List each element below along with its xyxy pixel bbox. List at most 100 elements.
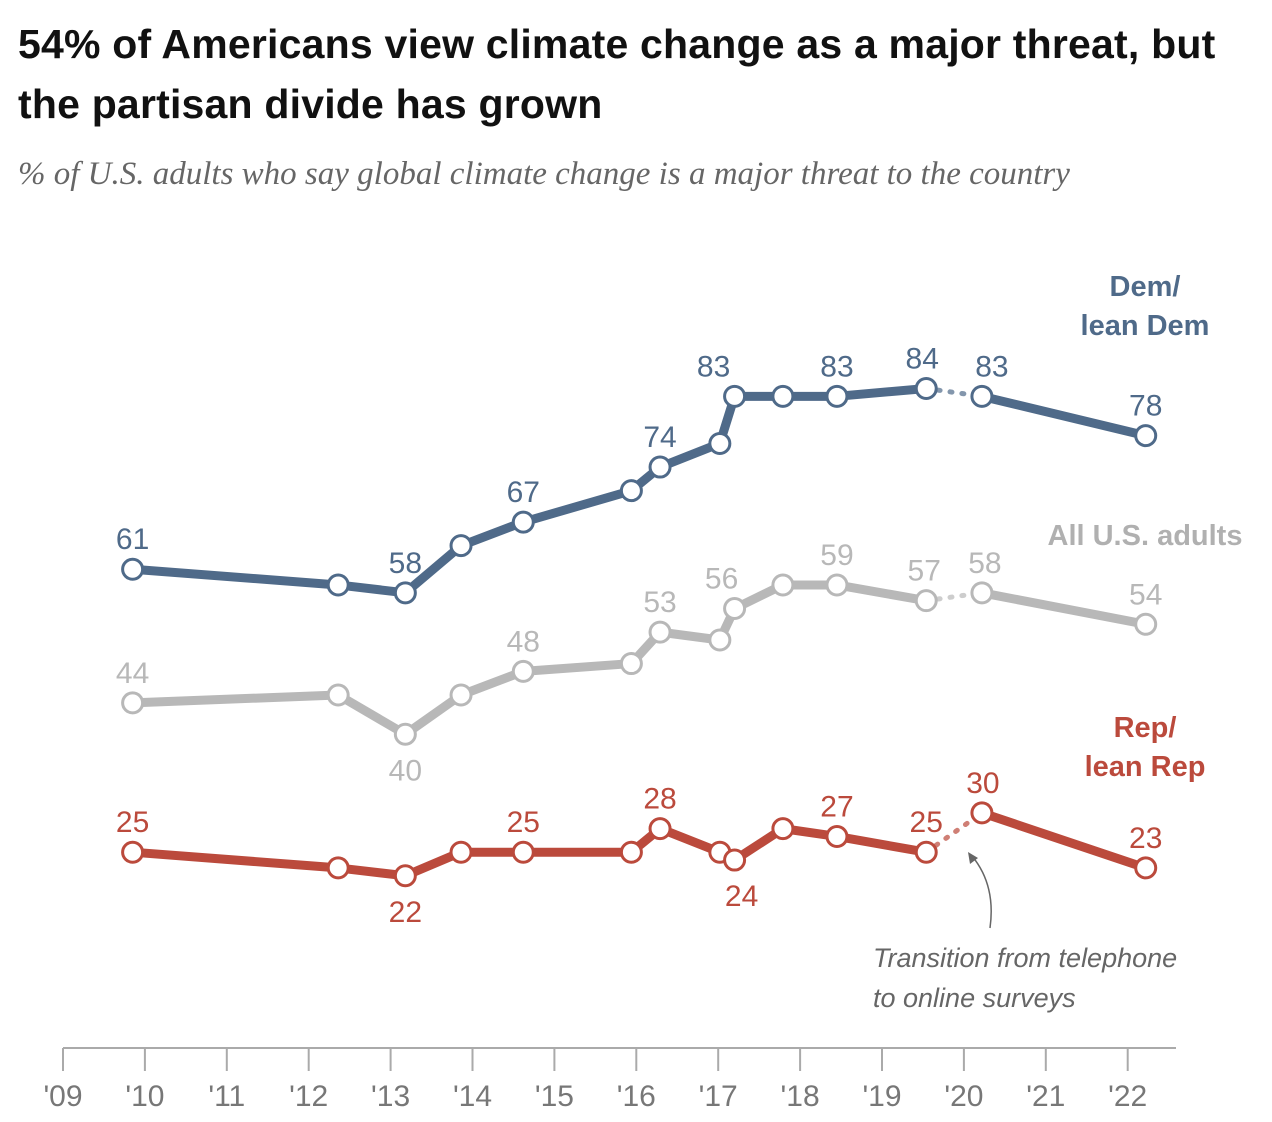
data-point: [449, 534, 473, 558]
data-point: [723, 384, 747, 408]
line-segment: [977, 391, 1151, 441]
line-segment: [832, 831, 931, 857]
data-point: [511, 659, 535, 683]
line-segment: [128, 690, 343, 708]
x-tick-label: '22: [1108, 1080, 1147, 1113]
data-point: [825, 824, 849, 848]
x-tick-label: '18: [781, 1080, 820, 1113]
x-tick-label: '11: [208, 1080, 245, 1113]
data-label: 59: [820, 539, 853, 572]
data-point: [511, 840, 535, 864]
x-tick-label: '12: [289, 1080, 328, 1113]
series-rep-lean-rep: 25 22 25 28 24 27 25 30 23: [116, 767, 1162, 929]
x-tick-label: '19: [862, 1080, 901, 1113]
chart-title: 54% of Americans view climate change as …: [18, 21, 1216, 127]
data-point: [914, 376, 938, 400]
data-point: [970, 384, 994, 408]
data-label: 24: [725, 880, 758, 913]
data-point: [970, 801, 994, 825]
data-point: [723, 848, 747, 872]
legend-label: lean Dem: [1081, 310, 1210, 342]
data-point: [648, 817, 672, 841]
line-segment: [977, 808, 1151, 873]
data-label: 57: [908, 555, 941, 588]
data-point: [619, 652, 643, 676]
data-point: [708, 628, 732, 652]
data-point: [511, 510, 535, 534]
annotation-text: Transition from telephone: [873, 943, 1177, 973]
data-label: 22: [389, 896, 422, 929]
x-tick-label: '16: [617, 1080, 656, 1113]
data-point: [393, 722, 417, 746]
data-label: 83: [820, 350, 853, 383]
data-point: [825, 384, 849, 408]
data-label: 23: [1129, 822, 1162, 855]
legend-label: Dem/: [1110, 271, 1181, 303]
annotation-arrow: [971, 855, 992, 929]
x-tick-label: '13: [371, 1080, 410, 1113]
data-label: 54: [1129, 578, 1162, 611]
data-label: 40: [389, 754, 422, 787]
legend-label: lean Rep: [1085, 751, 1206, 783]
line-segment: [128, 564, 343, 590]
data-label: 28: [643, 783, 676, 816]
line-segment: [128, 847, 343, 873]
data-label: 58: [968, 547, 1001, 580]
line-segment: [832, 580, 931, 606]
data-point: [771, 573, 795, 597]
data-label: 83: [697, 350, 730, 383]
data-label: 61: [116, 523, 149, 556]
data-point: [825, 573, 849, 597]
x-tick-label: '17: [699, 1080, 738, 1113]
series-dem-lean-dem: 61 58 67 74 83 83 84 83 78: [116, 342, 1162, 605]
data-label: 48: [507, 625, 540, 658]
data-point: [121, 691, 145, 715]
data-point: [326, 683, 350, 707]
legend-label: Rep/: [1114, 712, 1177, 744]
x-tick-label: '14: [453, 1080, 492, 1113]
data-label: 27: [820, 790, 853, 823]
data-label: 25: [507, 806, 540, 839]
data-label: 25: [910, 806, 943, 839]
data-point: [121, 557, 145, 581]
data-point: [914, 589, 938, 613]
data-label: 84: [906, 342, 939, 375]
line-segment: [977, 588, 1151, 629]
data-label: 56: [705, 563, 738, 596]
data-point: [648, 620, 672, 644]
x-tick-label: '10: [125, 1080, 164, 1113]
series-all-u-s-adults: 44 40 48 53 56 59 57 58 54: [116, 539, 1162, 787]
line-segment: [518, 486, 636, 527]
data-point: [393, 864, 417, 888]
annotation-text: to online surveys: [873, 983, 1076, 1013]
arrowhead-icon: [968, 852, 978, 864]
data-point: [619, 840, 643, 864]
data-point: [708, 431, 732, 455]
x-tick-label: '20: [944, 1080, 983, 1113]
data-label: 83: [975, 350, 1008, 383]
data-point: [723, 597, 747, 621]
x-tick-label: '09: [43, 1080, 82, 1113]
data-point: [1134, 612, 1158, 636]
line-segment: [832, 383, 931, 401]
data-label: 78: [1129, 390, 1162, 423]
data-point: [326, 573, 350, 597]
data-point: [771, 817, 795, 841]
data-label: 53: [643, 586, 676, 619]
data-label: 74: [643, 421, 676, 454]
data-point: [326, 856, 350, 880]
data-point: [619, 479, 643, 503]
data-label: 67: [507, 476, 540, 509]
line-segment: [333, 690, 410, 739]
data-point: [1134, 856, 1158, 880]
data-point: [121, 840, 145, 864]
line-segment: [400, 541, 466, 598]
data-label: 44: [116, 657, 149, 690]
data-label: 30: [966, 767, 999, 800]
data-point: [449, 683, 473, 707]
data-point: [648, 455, 672, 479]
data-label: 25: [116, 806, 149, 839]
data-point: [449, 840, 473, 864]
data-point: [771, 384, 795, 408]
